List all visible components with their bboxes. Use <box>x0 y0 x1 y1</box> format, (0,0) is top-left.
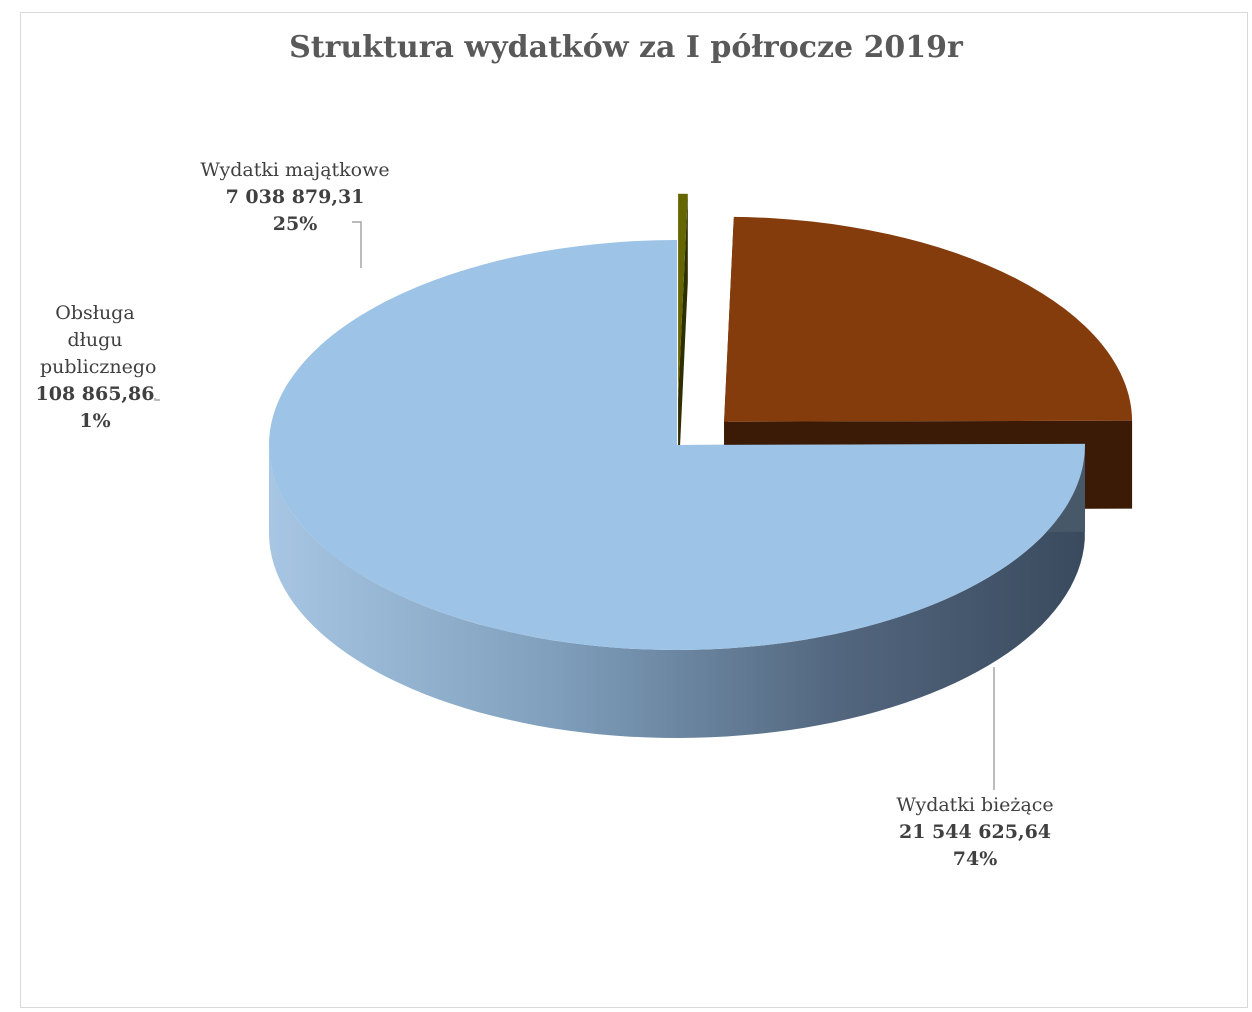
label-obsluga-dlugu: Obsługa długu publicznego 108 865,86 1% <box>20 300 170 435</box>
leader-line <box>154 398 160 401</box>
label-value: 108 865,86 <box>35 383 155 405</box>
label-name-text: Obsługa długu publicznego <box>40 302 157 378</box>
leader-line <box>352 221 362 268</box>
chart-title: Struktura wydatków za I półrocze 2019r <box>289 30 963 65</box>
label-value: 21 544 625,64 <box>898 821 1052 843</box>
label-name: Wydatki bieżące <box>896 794 1054 816</box>
pie-slice-side <box>269 445 1085 738</box>
label-percent: 74% <box>952 848 998 870</box>
label-value: 7 038 879,31 <box>225 186 365 208</box>
label-percent: 25% <box>272 213 318 235</box>
label-wydatki-majatkowe: Wydatki majątkowe 7 038 879,31 25% <box>170 157 420 238</box>
label-name: Wydatki majątkowe <box>200 159 390 181</box>
pie-slice <box>724 216 1133 422</box>
label-wydatki-biezace: Wydatki bieżące 21 544 625,64 74% <box>855 792 1095 873</box>
label-name: Obsługa długu publicznego <box>20 300 170 381</box>
label-percent: 1% <box>79 410 111 432</box>
pie-slice-wall <box>678 193 688 487</box>
chart-frame <box>20 12 1248 1008</box>
pie-slice <box>269 240 1086 650</box>
pie-slice <box>678 193 688 399</box>
